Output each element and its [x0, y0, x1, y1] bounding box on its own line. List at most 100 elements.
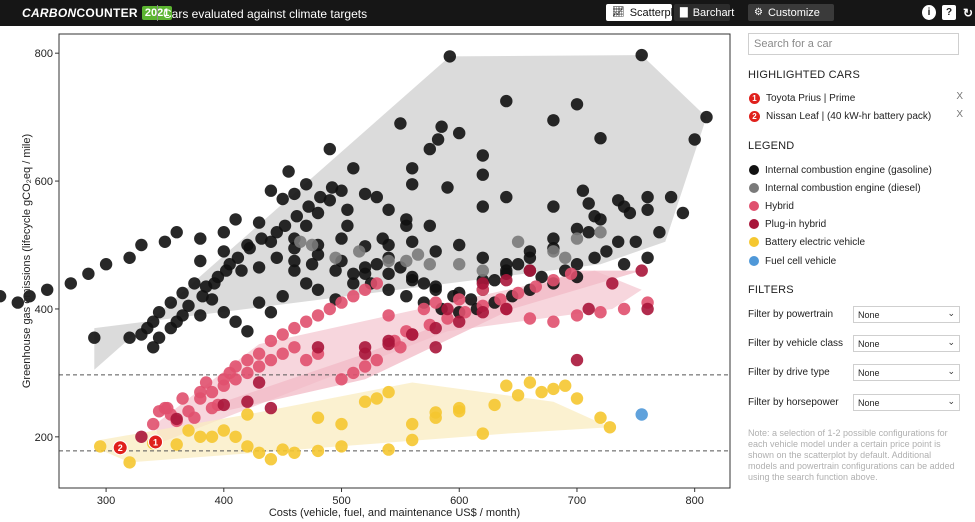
data-point [229, 213, 242, 226]
y-tick-label: 600 [35, 176, 53, 188]
highlight-number-badge: 1 [749, 92, 760, 104]
legend-label: Fuel cell vehicle [765, 255, 837, 267]
highlighted-cars-title: HIGHLIGHTED CARS [748, 69, 860, 81]
highlight-marker-label: 2 [118, 443, 123, 453]
data-point [341, 203, 354, 216]
data-point [229, 315, 242, 328]
envelope-hybrid [155, 270, 642, 444]
data-point [382, 385, 395, 399]
data-point [188, 277, 201, 290]
info-icon[interactable]: i [922, 5, 936, 20]
data-point [288, 341, 301, 354]
data-point [441, 312, 454, 325]
data-point [94, 440, 107, 453]
data-point [205, 293, 219, 306]
customize-button[interactable]: ⚙ Customize [748, 4, 834, 21]
data-point [500, 379, 513, 392]
legend-label: Hybrid [765, 200, 794, 212]
legend-swatch [749, 183, 759, 193]
data-point [311, 283, 325, 296]
data-point [276, 347, 289, 360]
legend-item-hybrid[interactable]: Hybrid [749, 200, 794, 212]
data-point [641, 251, 654, 264]
data-point [406, 328, 419, 341]
data-point [358, 283, 372, 296]
data-point [255, 232, 268, 245]
chevron-down-icon: ⌄ [947, 366, 955, 376]
legend-label: Internal combustion engine (diesel) [765, 182, 921, 194]
legend-swatch [749, 256, 759, 266]
data-point [406, 417, 419, 431]
data-point [288, 254, 301, 268]
points-layer [0, 48, 713, 469]
highlight-marker [112, 440, 128, 456]
legend-item-diesel[interactable]: Internal combustion engine (diesel) [749, 182, 921, 194]
horsepower-select[interactable]: None ⌄ [853, 394, 960, 411]
data-point [523, 245, 537, 258]
data-point [617, 302, 631, 316]
highlight-layer: 12 [112, 434, 164, 456]
data-point [476, 149, 489, 162]
data-point [394, 341, 407, 354]
data-point [235, 264, 248, 277]
legend-item-plugin-hybrid[interactable]: Plug-in hybrid [749, 218, 826, 230]
drive-type-select[interactable]: None ⌄ [853, 364, 960, 381]
scatterplot-label: Scatterplot [629, 6, 683, 19]
help-icon[interactable]: ? [942, 5, 956, 20]
data-point [220, 264, 233, 277]
legend-item-fuel-cell[interactable]: Fuel cell vehicle [749, 255, 836, 267]
data-point [270, 251, 283, 264]
legend-item-gasoline[interactable]: Internal combustion engine (gasoline) [749, 164, 932, 176]
data-point [276, 290, 289, 303]
data-point [229, 430, 242, 443]
refresh-icon[interactable]: ↻ [962, 5, 974, 20]
data-point [676, 206, 690, 220]
app-subtitle: Cars evaluated against climate targets [163, 7, 368, 21]
data-point [311, 444, 325, 458]
data-point [382, 309, 395, 322]
search-input[interactable] [748, 33, 959, 55]
data-point [547, 114, 560, 127]
data-point [264, 353, 278, 367]
data-point [453, 405, 466, 418]
data-point [453, 315, 466, 328]
data-point [311, 411, 325, 424]
barchart-button[interactable]: ▇ Barchart [674, 4, 734, 21]
line-chart-icon: 📈︎ [612, 7, 625, 18]
data-point [278, 219, 292, 232]
data-point [325, 181, 339, 194]
x-tick-label: 500 [332, 495, 350, 507]
data-point [152, 331, 166, 344]
data-point [511, 235, 525, 248]
data-point [23, 290, 36, 303]
data-point [382, 443, 395, 456]
data-point [323, 142, 336, 156]
data-point [664, 190, 678, 204]
data-point [370, 190, 383, 204]
vehicle-class-select[interactable]: None ⌄ [853, 335, 960, 352]
data-point [458, 306, 472, 319]
data-point [547, 200, 560, 213]
powertrain-select[interactable]: None ⌄ [853, 306, 960, 323]
data-point [594, 226, 607, 239]
remove-highlight-button[interactable]: X [956, 91, 963, 102]
app-logo[interactable]: CARBON COUNTER 2021 [22, 5, 173, 21]
logo-text-counter: COUNTER [76, 6, 138, 20]
data-point [135, 430, 148, 443]
scatterplot-button[interactable]: 📈︎ Scatterplot [606, 4, 682, 21]
remove-highlight-button[interactable]: X [956, 109, 963, 120]
highlighted-car-row[interactable]: 2 Nissan Leaf | (40 kW-hr battery pack) … [749, 109, 963, 123]
highlighted-car-row[interactable]: 1 Toyota Prius | Prime X [749, 91, 963, 105]
data-point [335, 373, 348, 386]
logo-divider [157, 5, 158, 21]
data-point [570, 232, 584, 245]
data-point [500, 264, 513, 277]
x-tick-label: 400 [215, 495, 233, 507]
legend-item-bev[interactable]: Battery electric vehicle [749, 236, 865, 248]
axis-ticks: 300 400 500 600 700 800 200 400 600 800 [35, 48, 704, 507]
data-point [288, 264, 301, 277]
data-point [194, 254, 207, 268]
data-point [123, 456, 136, 469]
data-point [288, 187, 301, 201]
data-point [341, 219, 354, 232]
